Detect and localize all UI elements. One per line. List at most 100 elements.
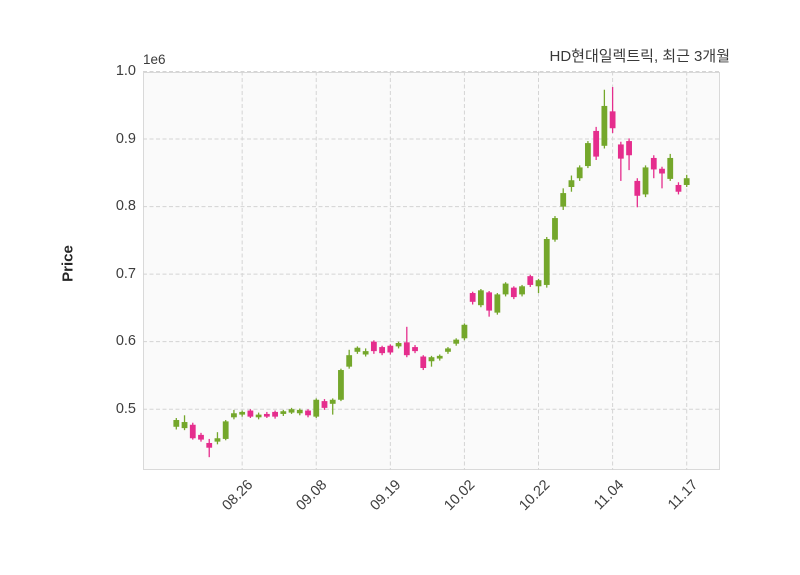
candle-19 [329,398,336,415]
candle-17 [313,398,320,418]
candle-body [329,399,336,404]
candle-28 [403,326,410,358]
candle-55 [626,138,632,171]
candle-61 [675,182,682,195]
candle-39 [494,293,501,315]
candle-20 [338,368,344,402]
candle-body [535,280,542,287]
candle-8 [239,410,246,417]
candle-body [206,442,213,448]
candle-9 [247,409,254,418]
candle-43 [527,274,534,287]
candle-body [420,356,427,369]
candle-body [412,347,418,352]
candle-body [502,283,509,295]
candle-48 [568,175,575,192]
candle-42 [519,284,525,297]
candle-body [617,144,624,159]
candle-body [650,157,657,170]
y-tick-label: 0.9 [115,130,136,147]
candle-body [403,342,410,356]
candle-body [601,105,608,146]
y-tick-label: 0.6 [115,333,136,350]
candle-body [321,401,328,408]
candle-body [288,409,295,413]
candle-12 [272,410,278,419]
candle-54 [617,141,624,181]
y-tick-label: 1.0 [115,63,136,79]
candle-body [683,178,690,185]
candle-62 [683,174,690,187]
candle-59 [659,166,665,189]
y-axis-label: Price [59,245,77,282]
candle-body [585,143,591,167]
candle-body [387,345,394,353]
candle-37 [477,288,484,308]
candle-50 [585,141,591,169]
candle-0 [173,417,180,430]
candle-56 [634,178,641,208]
y-axis-offset-label: 1e6 [143,51,166,67]
candle-5 [214,432,221,445]
candle-36 [469,291,476,305]
candle-23 [362,348,369,357]
candle-body [593,130,600,157]
candle-10 [255,412,262,420]
candle-body [568,180,575,187]
candle-4 [206,438,213,458]
candle-body [436,355,443,359]
candle-body [313,399,320,417]
y-tick-label: 0.5 [115,400,136,417]
candle-body [272,411,278,417]
candle-33 [445,347,451,354]
candle-body [395,343,402,347]
candle-60 [667,153,674,181]
candle-body [552,218,558,240]
candle-24 [370,340,377,354]
candle-7 [231,409,237,420]
candle-16 [305,409,311,418]
candle-2 [189,422,196,440]
candle-body [494,294,501,313]
candle-40 [502,282,509,297]
candle-32 [436,354,443,361]
candle-body [486,292,493,311]
candle-body [370,341,377,352]
candle-body [642,167,649,195]
candle-25 [379,345,386,356]
candle-body [428,357,435,362]
candle-35 [461,323,468,341]
candle-30 [420,355,427,371]
candle-body [543,239,550,285]
chart-title: HD현대일렉트릭, 최근 3개월 [549,47,730,65]
candle-38 [486,291,493,317]
candle-1 [181,415,188,431]
candle-body [255,414,262,418]
candle-44 [535,278,542,294]
candle-6 [222,420,229,441]
candle-body [280,411,287,414]
candle-body [519,286,525,295]
candle-body [609,111,616,129]
candle-body [247,410,254,417]
candle-body [239,411,246,415]
candle-body [173,420,180,427]
candle-31 [428,355,435,367]
candle-58 [650,155,657,179]
candle-49 [576,165,583,181]
candle-body [667,157,674,179]
candle-body [362,351,369,355]
candle-47 [560,188,567,210]
y-tick-label: 0.7 [115,265,136,282]
candle-body [305,410,311,416]
candle-46 [552,216,558,242]
candle-34 [453,338,460,346]
candle-body [338,370,344,400]
candle-body [626,141,632,156]
candle-3 [198,432,204,442]
candle-27 [395,341,402,349]
candle-body [263,413,270,417]
candle-22 [354,346,361,354]
